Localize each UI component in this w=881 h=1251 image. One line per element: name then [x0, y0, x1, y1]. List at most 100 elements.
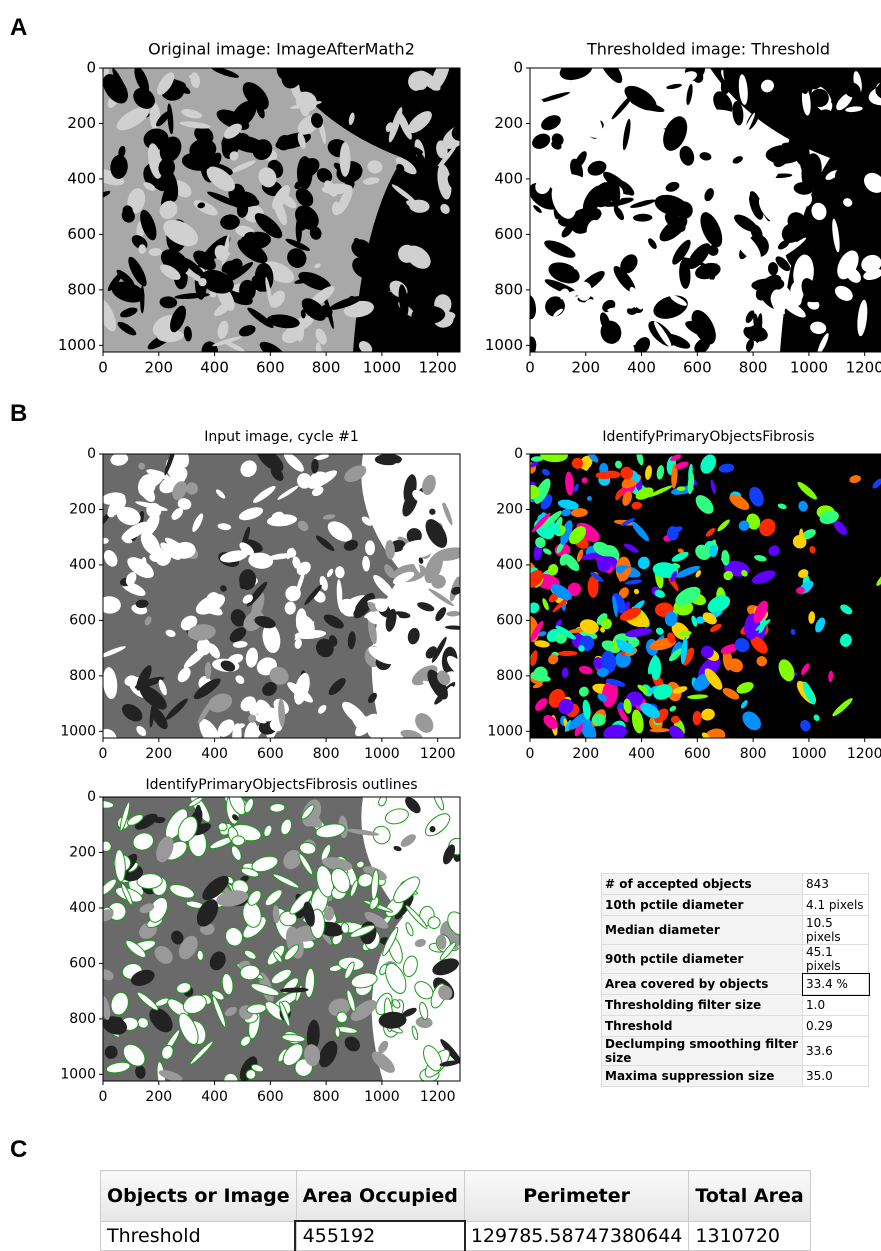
y-tick-label: 200	[69, 501, 96, 517]
object	[570, 508, 588, 518]
x-tick-label: 0	[99, 746, 108, 762]
blob	[844, 82, 861, 98]
object	[530, 456, 544, 462]
blob	[244, 798, 255, 814]
blob	[422, 474, 436, 496]
blob	[148, 248, 163, 257]
blob	[269, 290, 286, 308]
blob	[353, 81, 363, 88]
object	[669, 725, 685, 738]
object	[612, 638, 618, 652]
object	[532, 682, 543, 689]
blob	[294, 277, 313, 284]
blob	[227, 653, 244, 665]
y-tick-label: 600	[69, 612, 96, 628]
y-tick-label: 200	[494, 114, 523, 132]
object	[535, 537, 546, 548]
blob	[212, 995, 227, 1028]
object	[624, 579, 643, 585]
object	[710, 479, 717, 495]
y-tick-label: 600	[494, 225, 523, 243]
blob	[124, 675, 137, 686]
blob	[686, 84, 693, 106]
object	[595, 471, 612, 480]
object	[615, 488, 623, 501]
object	[605, 678, 626, 687]
blob	[169, 883, 195, 899]
blob	[146, 469, 170, 480]
blob	[239, 279, 256, 301]
blob	[666, 83, 682, 90]
blob	[104, 1045, 118, 1059]
object	[534, 640, 550, 648]
blob	[438, 254, 460, 273]
blob	[429, 508, 436, 515]
blob	[607, 123, 617, 146]
blob	[732, 156, 743, 164]
blob	[193, 250, 216, 271]
blob	[432, 958, 459, 976]
blob	[454, 926, 460, 951]
image	[103, 797, 460, 1081]
stats-row: 10th pctile diameter 4.1 pixels	[601, 894, 869, 916]
blob	[419, 1001, 429, 1020]
blob	[328, 635, 338, 647]
blob	[242, 82, 269, 110]
blob	[251, 275, 266, 292]
object	[645, 465, 653, 480]
blob	[441, 686, 455, 712]
x-tick-label: 1000	[364, 1089, 400, 1105]
x-tick-label: 0	[525, 359, 535, 377]
blob	[149, 699, 156, 728]
y-tick-label: 800	[494, 280, 523, 298]
object	[819, 510, 839, 525]
blob	[397, 524, 412, 532]
blob	[384, 564, 396, 579]
blob	[257, 454, 284, 472]
blob	[439, 1060, 460, 1067]
blob	[819, 191, 836, 208]
blob	[367, 160, 383, 174]
object	[872, 478, 881, 489]
blob	[810, 321, 827, 335]
object	[695, 495, 714, 514]
panel-label: A	[10, 14, 28, 41]
blob	[309, 226, 322, 240]
blob	[228, 262, 254, 282]
table-row: Threshold 455192 129785.58747380644 1310720	[100, 1219, 811, 1251]
blob	[444, 625, 460, 630]
blob	[745, 310, 755, 323]
x-tick-label: 1200	[419, 359, 457, 377]
object	[548, 654, 559, 665]
object	[695, 570, 702, 578]
blob	[323, 614, 344, 629]
blob	[220, 550, 248, 563]
blob	[311, 458, 319, 474]
object	[601, 650, 617, 673]
blob	[116, 506, 141, 526]
blob	[607, 307, 619, 313]
object	[530, 650, 538, 666]
blob	[372, 825, 391, 845]
blob	[295, 188, 314, 207]
blob	[777, 239, 790, 250]
blob	[423, 1045, 443, 1072]
blob	[259, 341, 286, 352]
object	[701, 708, 715, 721]
blob	[438, 985, 453, 1001]
blob	[315, 328, 327, 345]
blob	[316, 168, 333, 183]
blob	[782, 300, 806, 318]
blob	[414, 981, 434, 1000]
blob	[664, 333, 691, 349]
blob	[418, 557, 424, 564]
blob	[394, 894, 414, 920]
blob	[446, 655, 460, 677]
blob	[599, 68, 623, 84]
blob	[232, 814, 239, 821]
blob	[758, 195, 788, 226]
blob	[318, 68, 354, 79]
stat-name: Thresholding filter size	[601, 994, 803, 1016]
blob	[732, 100, 744, 126]
object	[620, 466, 634, 480]
